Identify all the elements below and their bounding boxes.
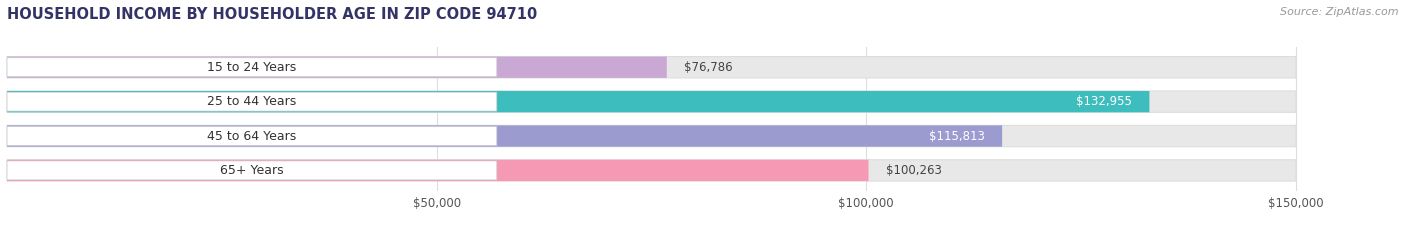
- Text: $115,813: $115,813: [929, 130, 986, 143]
- FancyBboxPatch shape: [7, 58, 496, 77]
- FancyBboxPatch shape: [7, 125, 1296, 147]
- Text: HOUSEHOLD INCOME BY HOUSEHOLDER AGE IN ZIP CODE 94710: HOUSEHOLD INCOME BY HOUSEHOLDER AGE IN Z…: [7, 7, 537, 22]
- FancyBboxPatch shape: [7, 161, 496, 180]
- FancyBboxPatch shape: [7, 125, 1002, 147]
- Text: 65+ Years: 65+ Years: [221, 164, 284, 177]
- Text: 15 to 24 Years: 15 to 24 Years: [207, 61, 297, 74]
- Text: $100,263: $100,263: [886, 164, 942, 177]
- Text: $76,786: $76,786: [683, 61, 733, 74]
- Text: $132,955: $132,955: [1077, 95, 1132, 108]
- FancyBboxPatch shape: [7, 57, 1296, 78]
- Text: 25 to 44 Years: 25 to 44 Years: [207, 95, 297, 108]
- FancyBboxPatch shape: [7, 91, 1150, 112]
- FancyBboxPatch shape: [7, 91, 1296, 112]
- FancyBboxPatch shape: [7, 92, 496, 111]
- FancyBboxPatch shape: [7, 57, 666, 78]
- FancyBboxPatch shape: [7, 160, 869, 181]
- Text: Source: ZipAtlas.com: Source: ZipAtlas.com: [1281, 7, 1399, 17]
- Text: 45 to 64 Years: 45 to 64 Years: [207, 130, 297, 143]
- FancyBboxPatch shape: [7, 127, 496, 145]
- FancyBboxPatch shape: [7, 160, 1296, 181]
